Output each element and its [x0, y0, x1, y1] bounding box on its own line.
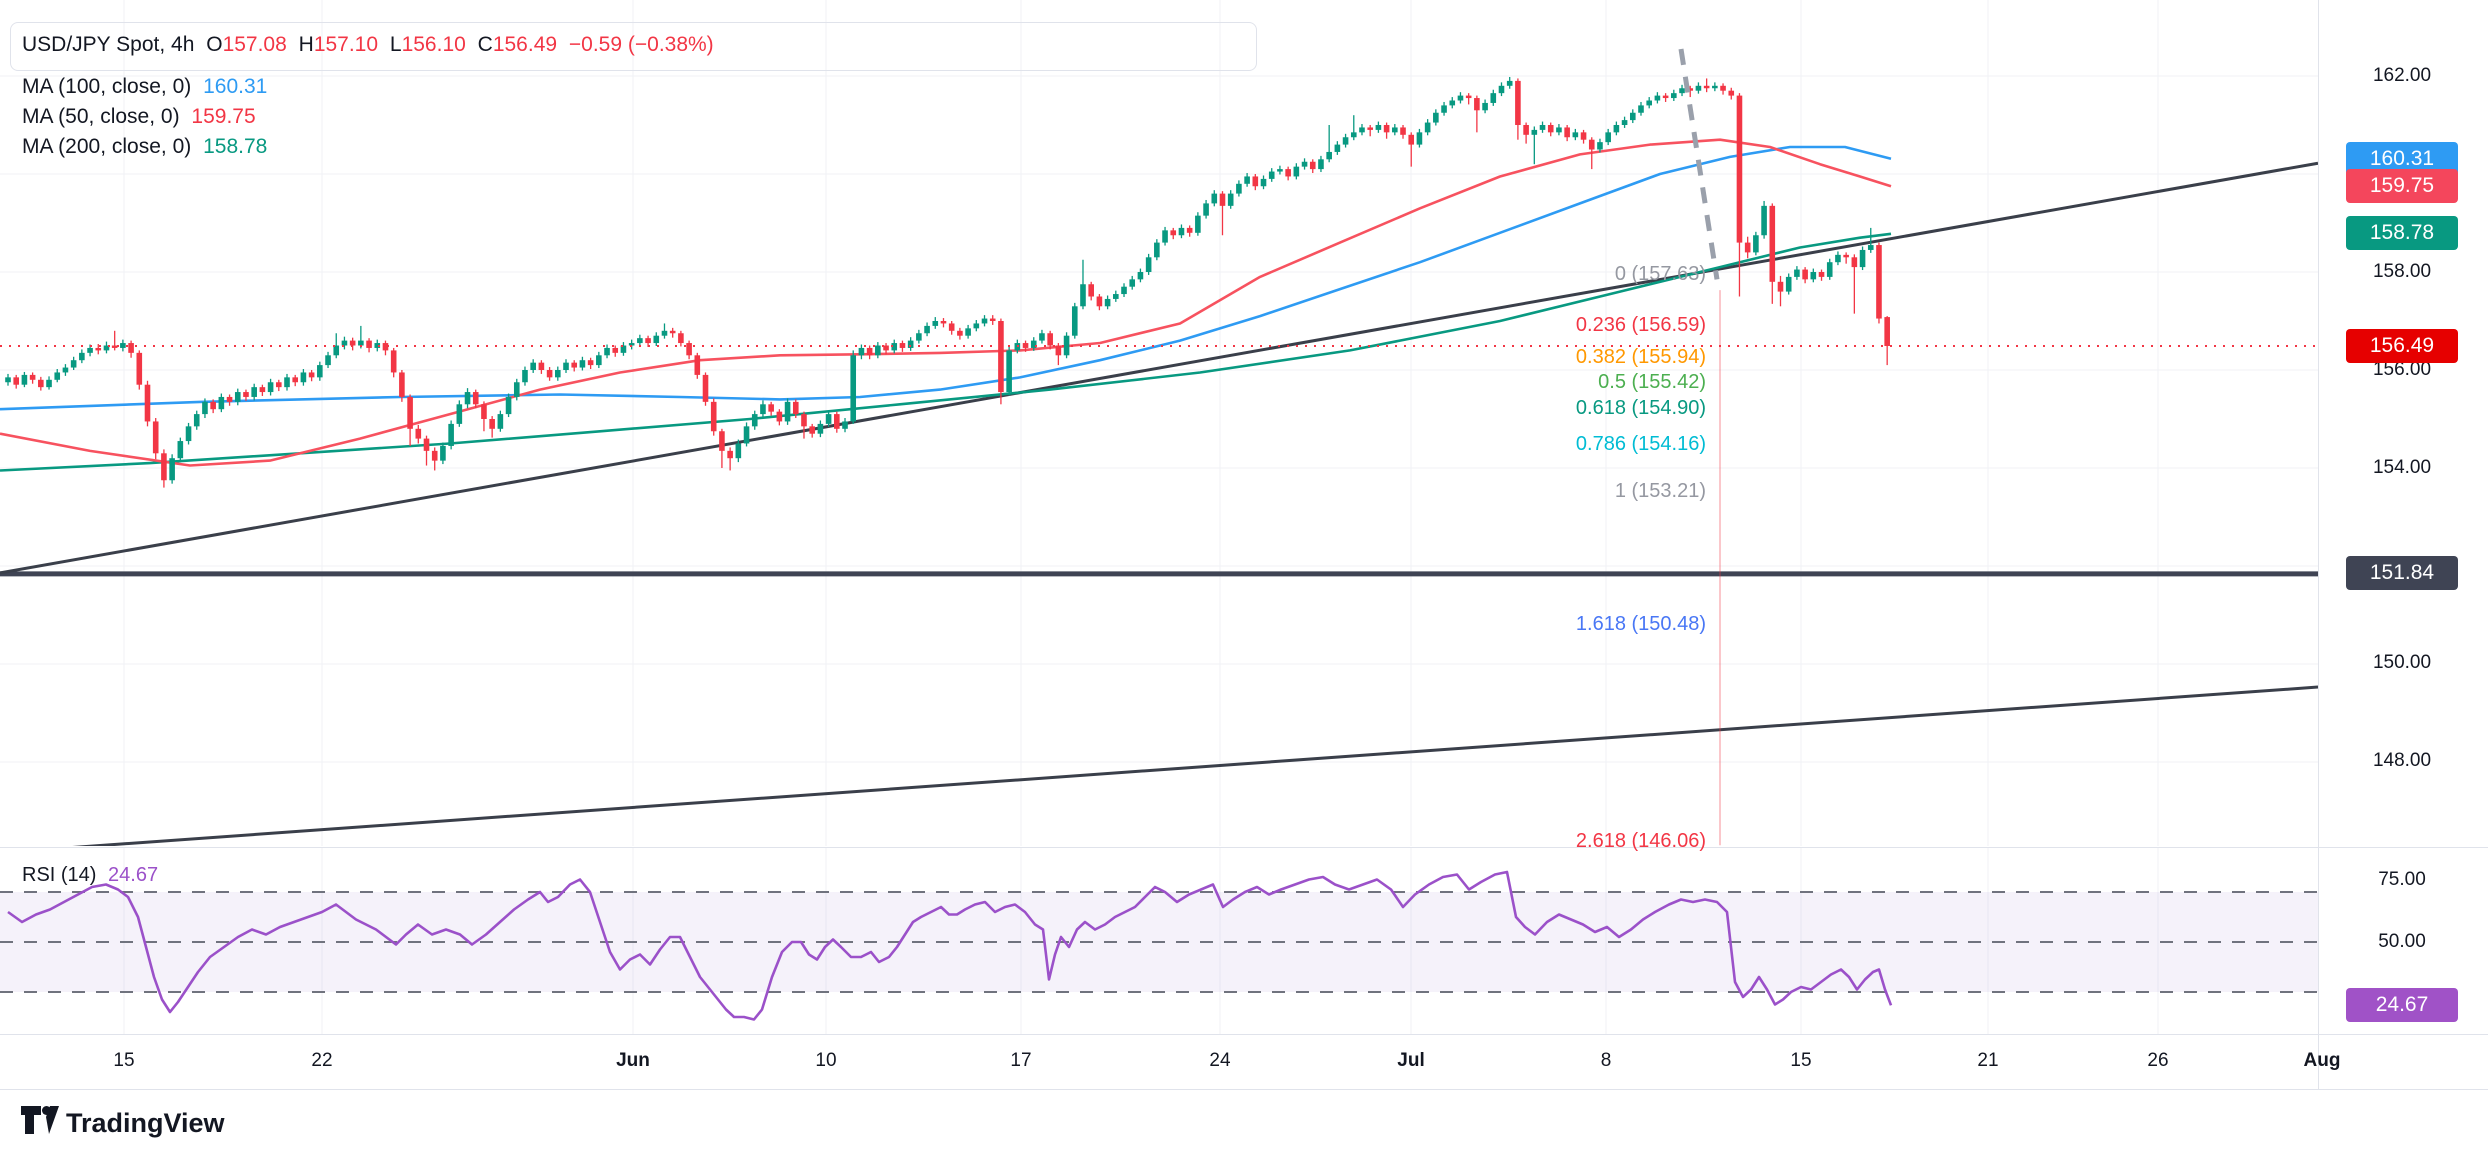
ma200-value: 158.78	[203, 135, 268, 158]
high-value: 157.10	[313, 33, 379, 56]
symbol-title: USD/JPY Spot, 4h	[22, 33, 195, 56]
low-value: 156.10	[401, 33, 466, 56]
dashed-break-line[interactable]	[1678, 48, 1720, 280]
rsi-label: RSI (14)	[22, 864, 97, 886]
symbol-legend-row[interactable]: USD/JPY Spot, 4h O157.08 H157.10 L156.10…	[22, 33, 714, 57]
rsi-line[interactable]	[7, 870, 1893, 1021]
price-tick-label: 150.00	[2372, 652, 2432, 673]
price-badge-151.84: 151.84	[2346, 556, 2458, 590]
price-tick-label: 154.00	[2372, 457, 2432, 478]
price-badge-156.49: 156.49	[2346, 329, 2458, 363]
trendline-2[interactable]	[62, 685, 2319, 846]
time-tick-label: Jul	[1397, 1050, 1425, 1071]
time-tick-label: 8	[1600, 1050, 1612, 1071]
candlestick-series[interactable]	[5, 76, 1890, 488]
tradingview-logo-icon[interactable]	[20, 1103, 60, 1137]
main-chart-pane[interactable]	[0, 0, 2488, 846]
fib-level-label: 2.618 (146.06)	[1575, 830, 1706, 853]
rsi-legend-row[interactable]: RSI (14) 24.67	[22, 864, 158, 887]
time-tick-label: 22	[311, 1050, 333, 1071]
tradingview-brand-text[interactable]: TradingView	[66, 1108, 225, 1138]
rsi-value: 24.67	[108, 864, 159, 886]
fib-level-label: 1.618 (150.48)	[1575, 613, 1706, 636]
fib-level-label: 0 (157.63)	[1614, 263, 1706, 286]
legend-hover-box	[10, 22, 1257, 71]
ma100-legend-row[interactable]: MA (100, close, 0) 160.31	[22, 75, 267, 99]
pane-separator[interactable]	[0, 847, 2488, 848]
time-tick-label: 17	[1010, 1050, 1032, 1071]
close-value: 156.49	[492, 33, 558, 56]
chart-bottom-border	[0, 1089, 2488, 1090]
ma200-label: MA (200, close, 0)	[22, 135, 192, 158]
ma100-label: MA (100, close, 0)	[22, 75, 192, 98]
ma-100-line[interactable]	[0, 145, 1892, 411]
ma50-legend-row[interactable]: MA (50, close, 0) 159.75	[22, 105, 256, 129]
time-tick-label: 15	[1790, 1050, 1812, 1071]
ma50-value: 159.75	[191, 105, 256, 128]
time-tick-label: 26	[2147, 1050, 2169, 1071]
close-label: C	[477, 33, 493, 56]
fib-level-label: 0.786 (154.16)	[1575, 433, 1706, 456]
time-tick-label: Jun	[616, 1050, 650, 1071]
price-tick-label: 75.00	[2378, 869, 2426, 890]
fib-level-label: 0.5 (155.42)	[1598, 371, 1706, 394]
price-tick-label: 158.00	[2372, 261, 2432, 282]
high-label: H	[298, 33, 314, 56]
time-tick-label: 10	[815, 1050, 837, 1071]
time-tick-label: 24	[1209, 1050, 1231, 1071]
fib-level-label: 0.236 (156.59)	[1575, 314, 1706, 337]
price-axis-border	[2318, 0, 2319, 1089]
time-tick-label: Aug	[2303, 1050, 2341, 1071]
ma200-legend-row[interactable]: MA (200, close, 0) 158.78	[22, 135, 267, 159]
ma100-value: 160.31	[203, 75, 268, 98]
price-tick-label: 162.00	[2372, 65, 2432, 86]
rsi-pane[interactable]	[0, 848, 2488, 1036]
price-badge-159.75: 159.75	[2346, 169, 2458, 203]
fib-level-label: 0.618 (154.90)	[1575, 396, 1706, 419]
ma50-label: MA (50, close, 0)	[22, 105, 180, 128]
main-gridlines	[0, 0, 2318, 846]
price-tick-label: 156.00	[2372, 359, 2432, 380]
price-badge-158.78: 158.78	[2346, 216, 2458, 250]
low-label: L	[389, 33, 402, 56]
fib-level-label: 0.382 (155.94)	[1575, 345, 1706, 368]
fib-level-label: 1 (153.21)	[1614, 479, 1706, 502]
price-badge-24.67: 24.67	[2346, 988, 2458, 1022]
trendline-1[interactable]	[0, 161, 2319, 575]
price-tick-label: 50.00	[2378, 931, 2426, 952]
price-tick-label: 148.00	[2372, 750, 2432, 771]
change-value: −0.59 (−0.38%)	[568, 33, 714, 56]
time-tick-label: 21	[1977, 1050, 1999, 1071]
open-label: O	[206, 33, 223, 56]
ma-200-line[interactable]	[0, 232, 1892, 472]
open-value: 157.08	[222, 33, 287, 56]
time-tick-label: 15	[113, 1050, 135, 1071]
rsi-pane-bottom-border	[0, 1034, 2488, 1035]
